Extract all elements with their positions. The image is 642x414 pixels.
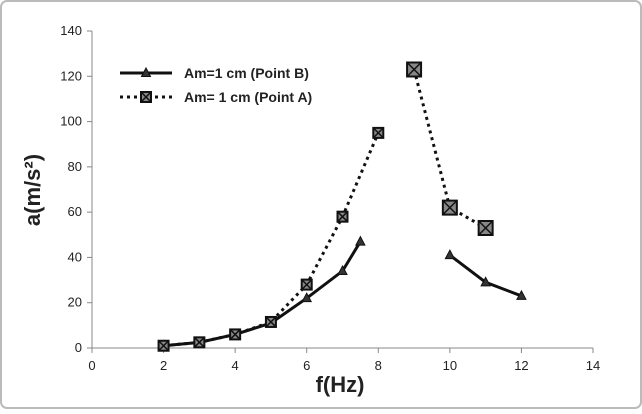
y-tick-label: 140	[60, 23, 82, 38]
y-tick-label: 0	[75, 340, 82, 355]
marker-cross	[229, 328, 241, 340]
marker-cross	[442, 200, 458, 216]
marker-square	[157, 339, 170, 352]
x-tick-label: 10	[443, 358, 457, 373]
marker-square	[441, 199, 458, 216]
marker-square	[406, 61, 423, 78]
y-tick-label: 100	[60, 114, 82, 129]
marker-cross	[406, 61, 422, 78]
marker-cross	[140, 91, 152, 103]
marker-cross	[301, 279, 313, 291]
marker-triangle	[301, 292, 313, 303]
marker-cross	[193, 336, 205, 348]
y-tick-label: 40	[68, 249, 82, 264]
marker-triangle	[516, 289, 527, 300]
x-tick-label: 4	[232, 358, 239, 373]
y-axis-label: a(m/s²)	[20, 154, 45, 226]
marker-cross	[336, 211, 349, 223]
marker-cross	[265, 316, 277, 328]
y-tick-label: 60	[68, 204, 82, 219]
marker-square	[477, 219, 494, 236]
marker-square	[336, 210, 349, 223]
marker-cross	[372, 127, 384, 139]
x-tick-label: 14	[586, 358, 600, 373]
marker-triangle	[355, 235, 366, 246]
marker-square	[193, 336, 206, 349]
legend-label: Am=1 cm (Point B)	[184, 65, 309, 81]
x-tick-label: 0	[88, 358, 95, 373]
marker-square	[300, 278, 313, 291]
y-tick-label: 80	[68, 159, 82, 174]
marker-cross	[158, 340, 170, 352]
x-tick-label: 6	[303, 358, 310, 373]
legend-label: Am= 1 cm (Point A)	[184, 89, 312, 105]
x-tick-label: 2	[160, 358, 167, 373]
marker-triangle	[337, 264, 348, 276]
marker-square	[229, 328, 242, 341]
marker-square	[372, 126, 385, 139]
marker-cross	[478, 220, 494, 236]
y-tick-label: 20	[68, 295, 82, 310]
y-tick-label: 120	[60, 68, 82, 83]
x-axis-label: f(Hz)	[316, 372, 365, 397]
x-tick-label: 8	[375, 358, 382, 373]
marker-square	[140, 91, 152, 103]
marker-triangle	[140, 66, 152, 77]
marker-triangle	[444, 249, 456, 260]
marker-square	[264, 315, 277, 328]
marker-triangle	[480, 276, 491, 287]
x-tick-label: 12	[514, 358, 528, 373]
